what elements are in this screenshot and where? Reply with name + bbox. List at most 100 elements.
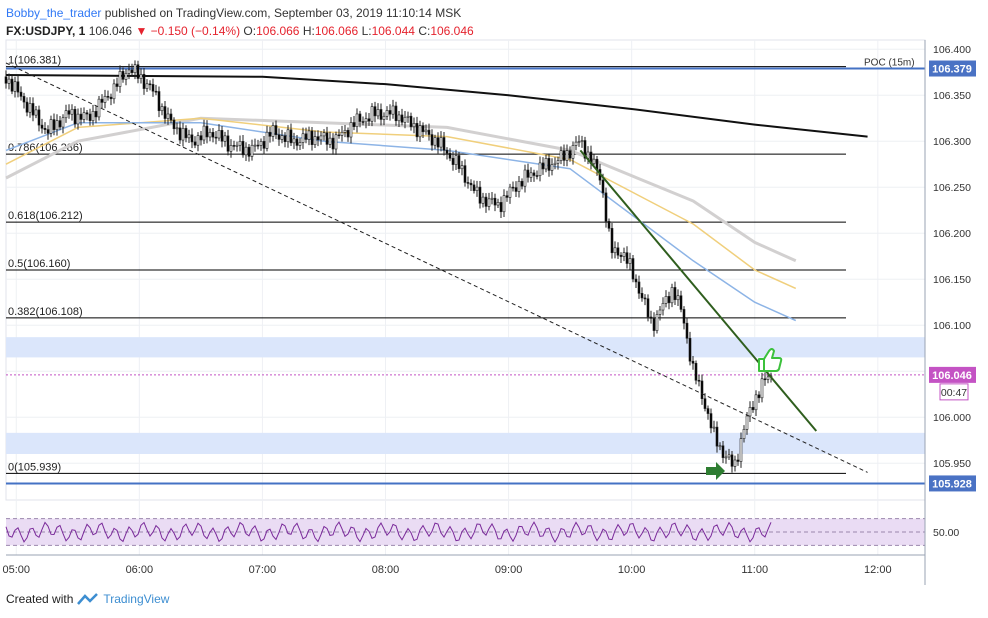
candle-body (184, 128, 188, 139)
candle-body (592, 158, 596, 164)
candle-body (517, 180, 521, 192)
candle-body (40, 124, 44, 129)
candle-body (493, 197, 497, 206)
candle-body (766, 376, 770, 380)
candle-body (454, 155, 458, 165)
candle-body (262, 141, 266, 149)
candle-body (118, 71, 122, 87)
candle-body (748, 407, 752, 417)
candle-body (202, 125, 206, 141)
candle-body (370, 106, 374, 122)
fib-label: 0.5(106.160) (8, 258, 70, 270)
candle-body (565, 150, 569, 161)
l-value: 106.044 (371, 24, 415, 38)
tradingview-brand[interactable]: TradingView (103, 592, 170, 606)
candle-body (562, 150, 566, 161)
candle-body (397, 114, 401, 122)
candle-body (10, 78, 14, 92)
candle-body (67, 110, 71, 115)
trendlines (5, 62, 868, 473)
price-chart[interactable]: 1(106.381) 0.786(106.286) 0.618(106.212) 0.… (0, 0, 988, 585)
candle-body (346, 129, 350, 138)
ema-slow-line (5, 116, 797, 263)
candle-body (760, 378, 764, 399)
candle-body (496, 202, 500, 206)
candle-body (169, 113, 173, 121)
candle-body (553, 162, 557, 165)
candle-body (478, 186, 482, 204)
candle-body (331, 137, 335, 150)
countdown-text: 00:47 (941, 387, 967, 399)
candle-body (706, 408, 710, 414)
candle-body (514, 187, 518, 192)
candle-body (472, 184, 476, 191)
author-link[interactable]: Bobby_the_trader (6, 6, 102, 20)
candle-body (19, 91, 23, 97)
candle-body (241, 141, 245, 156)
candle-body (484, 196, 488, 207)
publish-info: published on TradingView.com, September … (101, 6, 462, 20)
candle-body (277, 134, 281, 140)
ohlc-line: FX:USDJPY, 1 106.046 ▼ −0.150 (−0.14%) O… (6, 22, 474, 40)
candle-body (502, 195, 506, 213)
candle-body (601, 179, 605, 194)
candle-body (535, 175, 539, 177)
candle-body (628, 258, 632, 264)
x-tick-label: 12:00 (864, 564, 892, 576)
candle-body (148, 83, 152, 86)
candle-body (463, 165, 467, 183)
candle-body (487, 198, 491, 207)
candle-body (217, 130, 221, 139)
candle-body (160, 106, 164, 112)
candle-body (457, 155, 461, 170)
x-tick-label: 06:00 (126, 564, 154, 576)
candle-body (466, 182, 470, 184)
y-tick-label: 106.400 (933, 44, 971, 56)
y-tick-label: 106.150 (933, 274, 971, 286)
candle-body (436, 137, 440, 148)
current-price-tag-text: 106.046 (932, 370, 972, 382)
candle-body (124, 73, 128, 80)
l-label: L: (361, 24, 372, 38)
candle-body (25, 101, 29, 113)
candle-body (295, 138, 299, 146)
candle-body (511, 186, 515, 189)
candles (4, 60, 773, 473)
candle-body (739, 438, 743, 462)
candle-body (49, 119, 53, 134)
candle-body (733, 459, 737, 467)
candle-body (199, 135, 203, 141)
candle-body (43, 128, 47, 130)
candle-body (556, 160, 560, 164)
rsi-line (5, 521, 772, 544)
fib-label: 0.618(106.212) (8, 210, 83, 222)
chart-header: Bobby_the_trader published on TradingVie… (6, 4, 474, 40)
y-tick-label: 105.950 (933, 458, 971, 470)
candle-body (721, 445, 725, 458)
zones (6, 337, 925, 454)
current-price-tag-box (929, 366, 976, 383)
candle-body (619, 254, 623, 257)
y-tick-label: 106.000 (933, 412, 971, 424)
candle-body (622, 252, 626, 257)
candle-body (673, 287, 677, 301)
candle-body (649, 316, 653, 319)
symbol-label[interactable]: FX:USDJPY, 1 (6, 24, 86, 38)
y-tick-label: 106.250 (933, 182, 971, 194)
candle-body (130, 69, 134, 74)
candle-body (154, 90, 158, 93)
candle-body (259, 141, 263, 146)
candle-body (544, 158, 548, 170)
candle-body (658, 309, 662, 315)
created-with-label: Created with (6, 592, 74, 606)
moving-averages (5, 73, 868, 322)
candle-body (274, 125, 278, 136)
candle-body (637, 281, 641, 294)
candle-body (91, 111, 95, 121)
candle-body (379, 109, 383, 120)
candle-body (520, 180, 524, 187)
candle-body (490, 197, 494, 200)
candle-body (604, 192, 608, 222)
candle-body (103, 96, 107, 103)
candle-body (445, 149, 449, 154)
